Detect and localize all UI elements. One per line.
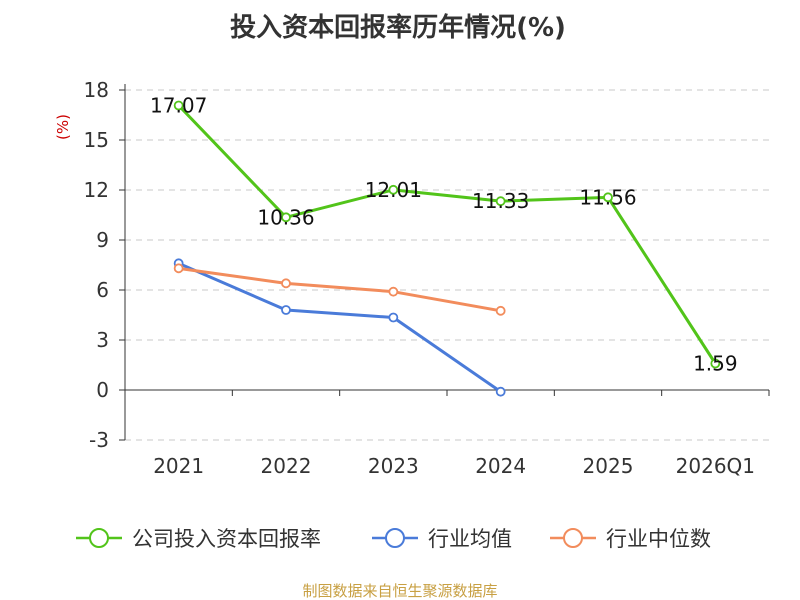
series-line-0 bbox=[177, 104, 717, 365]
series-line-2 bbox=[178, 266, 501, 313]
data-point bbox=[495, 386, 506, 397]
y-tick-label: 15 bbox=[84, 128, 109, 152]
data-point bbox=[281, 305, 291, 315]
grid bbox=[125, 89, 769, 441]
data-label: 10.36 bbox=[257, 205, 314, 229]
legend-marker bbox=[385, 528, 405, 548]
y-tick-label: 0 bbox=[96, 378, 109, 402]
data-label: 17.07 bbox=[150, 94, 207, 118]
legend-label: 行业中位数 bbox=[606, 527, 711, 551]
legend-item[interactable]: 行业均值 bbox=[372, 527, 512, 551]
x-tick-label: 2021 bbox=[153, 454, 204, 478]
data-point bbox=[173, 263, 184, 274]
source-note: 制图数据来自恒生聚源数据库 bbox=[302, 582, 497, 600]
y-tick-label: 6 bbox=[96, 278, 109, 302]
legend-item[interactable]: 行业中位数 bbox=[550, 527, 711, 551]
x-tick-label: 2026Q1 bbox=[676, 454, 755, 478]
data-point bbox=[173, 100, 184, 111]
data-labels: 17.07 10.36 12.01 11.33 11.56 1.59 bbox=[150, 94, 738, 376]
series-layer bbox=[173, 100, 721, 397]
y-tick-label: 3 bbox=[96, 328, 109, 352]
legend-label: 行业均值 bbox=[428, 527, 512, 551]
data-point bbox=[710, 358, 721, 369]
y-tick-label: 12 bbox=[84, 178, 109, 202]
y-tick-label: 9 bbox=[96, 228, 109, 252]
data-label: 12.01 bbox=[365, 178, 422, 202]
legend-marker bbox=[563, 528, 583, 548]
data-point bbox=[388, 184, 399, 195]
data-point bbox=[388, 286, 399, 297]
legend: 公司投入资本回报率 行业均值 行业中位数 bbox=[76, 527, 711, 551]
legend-item[interactable]: 公司投入资本回报率 bbox=[76, 527, 321, 551]
y-tick-label: 18 bbox=[84, 78, 109, 102]
data-point bbox=[388, 312, 399, 323]
legend-label: 公司投入资本回报率 bbox=[132, 527, 321, 551]
x-tick-label: 2024 bbox=[475, 454, 526, 478]
data-point bbox=[603, 192, 613, 203]
y-axis-label: (%) bbox=[54, 114, 72, 140]
y-tick-label: -3 bbox=[89, 428, 109, 452]
chart-title: 投入资本回报率历年情况(%) bbox=[230, 12, 566, 43]
data-point bbox=[495, 305, 506, 316]
data-label: 1.59 bbox=[693, 352, 738, 376]
data-point bbox=[281, 212, 291, 223]
x-tick-label: 2023 bbox=[368, 454, 419, 478]
x-tick-label: 2025 bbox=[583, 454, 634, 478]
data-point bbox=[495, 196, 506, 207]
data-label: 11.33 bbox=[472, 189, 529, 213]
axes: 18 15 12 9 6 3 0 -3 2021 2022 2023 2024 2025 2026Q1 bbox=[84, 78, 770, 478]
legend-marker bbox=[89, 528, 109, 548]
data-label: 11.56 bbox=[579, 185, 636, 209]
series-line-1 bbox=[178, 261, 502, 393]
data-point bbox=[281, 278, 291, 289]
x-tick-label: 2022 bbox=[261, 454, 312, 478]
